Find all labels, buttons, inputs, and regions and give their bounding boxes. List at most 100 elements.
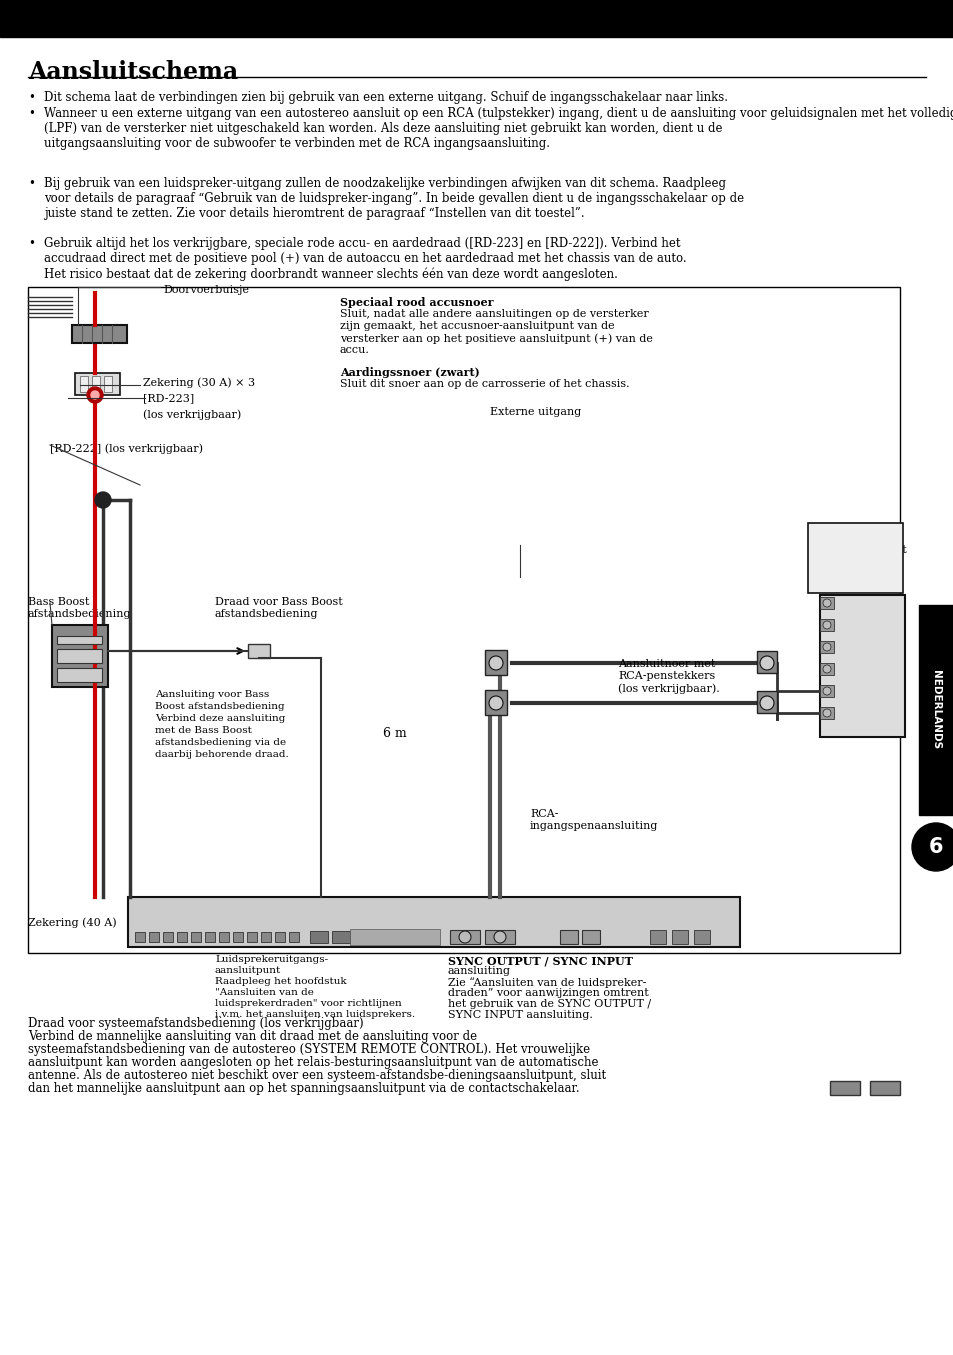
Text: systeemafstandsbediening van de autostereo (SYSTEM REMOTE CONTROL). Het vrouweli: systeemafstandsbediening van de autoster… (28, 1043, 590, 1056)
Circle shape (822, 644, 830, 650)
Text: met de Bass Boost: met de Bass Boost (154, 726, 252, 734)
Text: draden” voor aanwijzingen omtrent: draden” voor aanwijzingen omtrent (448, 988, 648, 999)
Circle shape (494, 931, 505, 943)
Circle shape (760, 656, 773, 669)
Text: RCA-: RCA- (530, 809, 558, 818)
Text: Draad voor systeemafstandsbediening (los verkrijgbaar): Draad voor systeemafstandsbediening (los… (28, 1018, 363, 1030)
Bar (57, 649, 102, 663)
Text: Dit schema laat de verbindingen zien bij gebruik van een externe uitgang. Schuif: Dit schema laat de verbindingen zien bij… (44, 91, 727, 104)
Bar (559, 930, 578, 944)
Bar (332, 931, 350, 943)
Text: NEDERLANDS: NEDERLANDS (930, 671, 940, 749)
Text: gangspen-: gangspen- (811, 551, 869, 561)
Bar (820, 598, 833, 608)
Text: Luidsprekeruitgangs-: Luidsprekeruitgangs- (214, 955, 328, 963)
Circle shape (91, 392, 99, 398)
Bar (205, 932, 214, 942)
Text: (los verkrijgbaar).: (los verkrijgbaar). (618, 683, 719, 694)
Bar (191, 932, 201, 942)
Bar (820, 686, 833, 696)
Circle shape (822, 665, 830, 673)
Bar (350, 930, 439, 944)
Bar (233, 932, 243, 942)
Text: SYNC OUTPUT / SYNC INPUT: SYNC OUTPUT / SYNC INPUT (448, 955, 632, 966)
Bar (450, 930, 479, 944)
Text: aansluitingen: aansluitingen (820, 581, 896, 591)
Text: Zekering (40 A): Zekering (40 A) (28, 917, 116, 928)
Bar (248, 644, 270, 659)
Bar (918, 604, 953, 814)
Text: Bass Boost: Bass Boost (28, 598, 90, 607)
Text: 6 m: 6 m (383, 728, 406, 740)
Circle shape (458, 931, 471, 943)
Text: SYNC INPUT aansluiting.: SYNC INPUT aansluiting. (448, 1009, 592, 1020)
Text: Draad voor Bass Boost: Draad voor Bass Boost (214, 598, 342, 607)
Bar (484, 690, 506, 715)
Text: aansluitpunt kan worden aangesloten op het relais-besturingsaansluitpunt van de : aansluitpunt kan worden aangesloten op h… (28, 1056, 598, 1069)
Bar (135, 932, 145, 942)
Text: accu.: accu. (339, 346, 370, 355)
Text: afstandsbediening via de: afstandsbediening via de (154, 738, 286, 747)
Circle shape (489, 696, 502, 710)
Circle shape (911, 822, 953, 871)
Text: Sluit dit snoer aan op de carrosserie of het chassis.: Sluit dit snoer aan op de carrosserie of… (339, 379, 629, 389)
Bar (0, 0, 953, 37)
Text: dan het mannelijke aansluitpunt aan op het spanningsaansluitpunt via de contacts: dan het mannelijke aansluitpunt aan op h… (28, 1083, 579, 1095)
Bar (149, 932, 159, 942)
Text: i.v.m. het aansluiten van luidsprekers.: i.v.m. het aansluiten van luidsprekers. (214, 1009, 415, 1019)
Bar (820, 663, 833, 675)
Text: Raadpleeg het hoofdstuk: Raadpleeg het hoofdstuk (214, 977, 346, 986)
Text: Aardingssnoer (zwart): Aardingssnoer (zwart) (339, 367, 479, 378)
Circle shape (822, 709, 830, 717)
Bar (581, 930, 599, 944)
Bar (57, 668, 102, 682)
Circle shape (489, 656, 502, 669)
Text: antenne. Als de autostereo niet beschikt over een systeem-afstandsbe-dieningsaan: antenne. Als de autostereo niet beschikt… (28, 1069, 605, 1083)
Bar (177, 932, 187, 942)
Bar (757, 650, 776, 673)
Text: Bij gebruik van een luidspreker-uitgang zullen de noodzakelijke verbindingen afw: Bij gebruik van een luidspreker-uitgang … (44, 178, 743, 220)
Bar (289, 932, 298, 942)
Bar (104, 375, 112, 392)
Text: aansluitpunt: aansluitpunt (214, 966, 281, 976)
Bar (75, 373, 120, 396)
Text: Autostereo met: Autostereo met (820, 545, 905, 556)
Bar (163, 932, 172, 942)
Circle shape (822, 621, 830, 629)
Bar (128, 897, 740, 947)
Text: Externe uitgang: Externe uitgang (490, 406, 580, 417)
Text: Aansluiting voor Bass: Aansluiting voor Bass (154, 690, 269, 699)
Text: Verbind deze aansluiting: Verbind deze aansluiting (154, 714, 285, 724)
Text: •: • (28, 107, 35, 121)
Text: •: • (28, 237, 35, 251)
Text: daarbij behorende draad.: daarbij behorende draad. (154, 751, 289, 759)
Text: Gebruik altijd het los verkrijgbare, speciale rode accu- en aardedraad ([RD-223]: Gebruik altijd het los verkrijgbare, spe… (44, 237, 686, 280)
Text: aansluiting: aansluiting (448, 966, 511, 976)
Text: afstandsbediening: afstandsbediening (214, 608, 318, 619)
Bar (820, 641, 833, 653)
Bar (274, 932, 285, 942)
Text: Speciaal rood accusnoer: Speciaal rood accusnoer (339, 297, 493, 308)
Text: zijn gemaakt, het accusnoer-aansluitpunt van de: zijn gemaakt, het accusnoer-aansluitpunt… (339, 321, 614, 331)
Bar (71, 325, 127, 343)
Text: Wanneer u een externe uitgang van een autostereo aansluit op een RCA (tulpstekke: Wanneer u een externe uitgang van een au… (44, 107, 953, 150)
Text: [RD-222] (los verkrijgbaar): [RD-222] (los verkrijgbaar) (50, 443, 203, 454)
Text: versterker aan op het positieve aansluitpunt (+) van de: versterker aan op het positieve aansluit… (339, 333, 652, 344)
Bar (649, 930, 665, 944)
Bar (80, 375, 88, 392)
Bar (57, 635, 102, 644)
Bar (820, 595, 904, 737)
Text: aansluitingen: aansluitingen (811, 562, 888, 573)
Text: Aansluitnoer met: Aansluitnoer met (618, 659, 715, 669)
Text: Zekering (30 A) × 3: Zekering (30 A) × 3 (143, 378, 254, 389)
Bar (757, 691, 776, 713)
Text: luidsprekerdraden" voor richtlijnen: luidsprekerdraden" voor richtlijnen (214, 999, 401, 1008)
Text: Autostereo met: Autostereo met (811, 527, 898, 537)
Bar (807, 523, 902, 593)
Text: ingangspenaansluiting: ingangspenaansluiting (530, 821, 658, 831)
Text: •: • (28, 91, 35, 104)
Text: •: • (28, 178, 35, 190)
Text: RCA-uit-: RCA-uit- (820, 557, 866, 566)
Bar (671, 930, 687, 944)
Bar (219, 932, 229, 942)
